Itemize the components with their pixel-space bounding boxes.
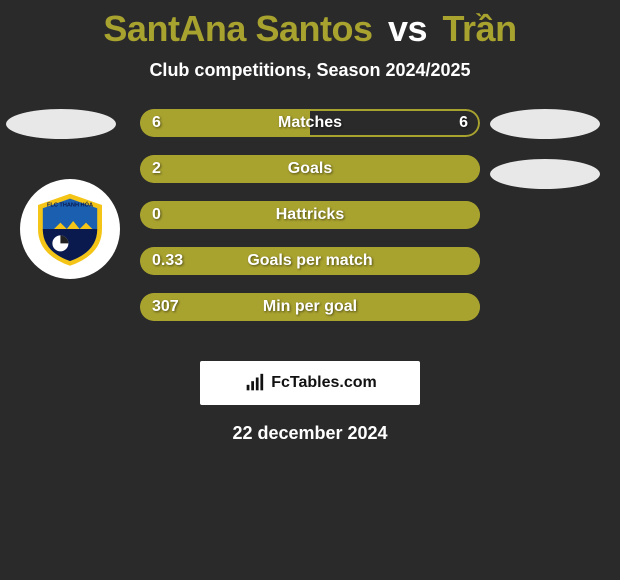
stat-row: 6Matches6 — [140, 109, 480, 137]
vs-text: vs — [388, 8, 427, 49]
player1-avatar — [6, 109, 116, 139]
stat-row: 2Goals — [140, 155, 480, 183]
date-text: 22 december 2024 — [0, 423, 620, 444]
subtitle: Club competitions, Season 2024/2025 — [0, 60, 620, 81]
stats-area: FLC THANH HÓA 6Matches6 2Goals 0Hattricks 0… — [0, 109, 620, 369]
stat-row: 0.33Goals per match — [140, 247, 480, 275]
team-badge-svg: FLC THANH HÓA — [30, 189, 110, 269]
stat-label: Goals per match — [140, 252, 480, 270]
player2-avatar — [490, 109, 600, 139]
stat-row: 307Min per goal — [140, 293, 480, 321]
team-badge: FLC THANH HÓA — [20, 179, 120, 279]
stat-label: Min per goal — [140, 298, 480, 316]
player1-name: SantAna Santos — [103, 8, 372, 49]
chart-icon — [243, 372, 265, 394]
attribution-text: FcTables.com — [271, 374, 377, 392]
stat-row: 0Hattricks — [140, 201, 480, 229]
player2-name: Trần — [443, 8, 517, 49]
stat-label: Goals — [140, 160, 480, 178]
stat-label: Matches — [140, 114, 480, 132]
player2-avatar-secondary — [490, 159, 600, 189]
stat-rows: 6Matches6 2Goals 0Hattricks 0.33Goals per m… — [140, 109, 480, 339]
stat-label: Hattricks — [140, 206, 480, 224]
comparison-title: SantAna Santos vs Trần — [0, 0, 620, 50]
stat-value-right: 6 — [459, 114, 468, 132]
